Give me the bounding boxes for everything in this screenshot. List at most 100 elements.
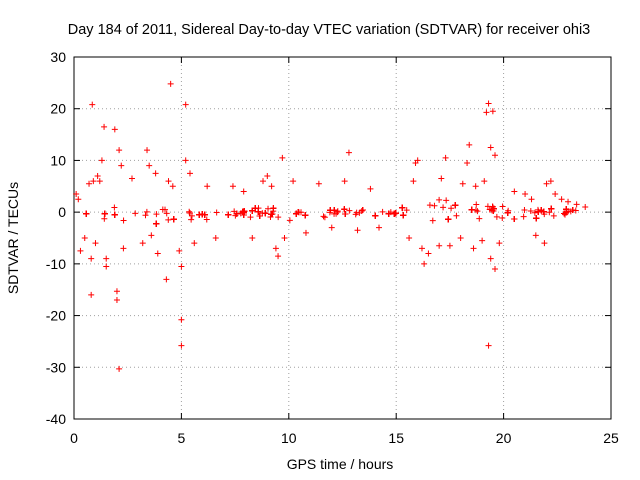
outlier-point (163, 276, 170, 283)
data-point (426, 202, 433, 209)
data-point (546, 209, 553, 216)
outlier-point (279, 154, 286, 161)
data-point (256, 213, 263, 220)
outlier-point (543, 180, 550, 187)
outlier-point (558, 196, 565, 203)
outlier-point (89, 101, 96, 108)
outlier-point (315, 180, 322, 187)
outlier-point (260, 178, 267, 185)
data-point (286, 217, 293, 224)
outlier-point (281, 235, 288, 241)
data-point (468, 206, 475, 213)
data-point (111, 211, 118, 218)
outlier-point (272, 245, 279, 252)
data-point (548, 205, 555, 212)
data-point (142, 212, 149, 219)
outlier-point (128, 175, 135, 182)
outlier-point (154, 250, 161, 257)
chart-title: Day 184 of 2011, Sidereal Day-to-day VTE… (68, 22, 591, 38)
data-point (533, 215, 540, 222)
outlier-point (481, 178, 488, 185)
data-point (275, 214, 282, 221)
outlier-point (249, 235, 256, 241)
data-point (327, 207, 334, 214)
data-point (403, 207, 410, 214)
outlier-point (457, 235, 464, 241)
data-point (153, 211, 160, 218)
outlier-point (103, 263, 110, 270)
outlier-point (165, 178, 172, 185)
x-tick-label: 10 (281, 430, 297, 446)
outlier-point (139, 240, 146, 247)
outlier-point (418, 245, 425, 252)
x-tick-label: 25 (603, 430, 619, 446)
outlier-point (116, 365, 123, 372)
data-point (359, 207, 366, 214)
outlier-point (466, 141, 473, 148)
data-point (535, 208, 542, 215)
outlier-point (489, 108, 496, 115)
data-point (255, 208, 262, 215)
outlier-point (290, 178, 297, 185)
x-tick-label: 20 (496, 430, 512, 446)
outlier-point (186, 170, 193, 177)
outlier-point (547, 178, 554, 185)
data-point (521, 207, 528, 214)
data-point (186, 209, 193, 216)
outlier-point (75, 196, 82, 203)
x-tick-label: 0 (70, 430, 78, 446)
y-tick-label: 0 (58, 204, 66, 220)
outlier-point (94, 172, 101, 179)
data-point (269, 210, 276, 217)
data-point (270, 205, 277, 212)
data-point (493, 213, 500, 220)
data-point (265, 205, 272, 212)
outlier-point (101, 123, 108, 130)
outlier-point (167, 80, 174, 87)
data-point (452, 202, 459, 209)
data-point (372, 212, 379, 219)
data-point (431, 202, 438, 209)
outlier-point (182, 101, 189, 108)
outlier-point (169, 183, 176, 190)
outlier-point (118, 162, 125, 169)
data-point (240, 209, 247, 216)
outlier-point (470, 245, 477, 252)
outlier-point (90, 178, 97, 185)
y-tick-labels: -40 -30 -20 -10 0 10 20 30 (46, 49, 66, 427)
data-point (520, 213, 527, 220)
data-point (499, 203, 506, 210)
outlier-point (212, 235, 219, 241)
outlier-point (528, 196, 535, 203)
data-point (321, 214, 328, 221)
outlier-point (479, 237, 486, 244)
outlier-point (442, 154, 449, 161)
outlier-point (92, 240, 99, 247)
outlier-point (81, 235, 88, 241)
data-point (550, 212, 557, 219)
data-point (199, 211, 206, 218)
outlier-point (264, 172, 271, 179)
data-point (538, 207, 545, 214)
outlier-point (103, 255, 110, 262)
outlier-point (88, 291, 95, 298)
outlier-point (229, 183, 236, 190)
data-point (120, 217, 127, 224)
grid (74, 57, 611, 419)
data-point (203, 216, 210, 223)
data-point (563, 209, 570, 216)
outlier-point (511, 188, 518, 195)
data-point (504, 209, 511, 216)
outlier-point (541, 240, 548, 247)
x-tick-label: 15 (388, 430, 404, 446)
outlier-point (152, 170, 159, 177)
data-point (233, 210, 240, 217)
outlier-point (483, 109, 490, 116)
outlier-point (116, 147, 123, 154)
data-point (490, 205, 497, 212)
y-axis-label: SDTVAR / TECUs (5, 182, 21, 294)
x-tick-label: 5 (178, 430, 186, 446)
data-point (448, 205, 455, 212)
outlier-point (275, 253, 282, 260)
